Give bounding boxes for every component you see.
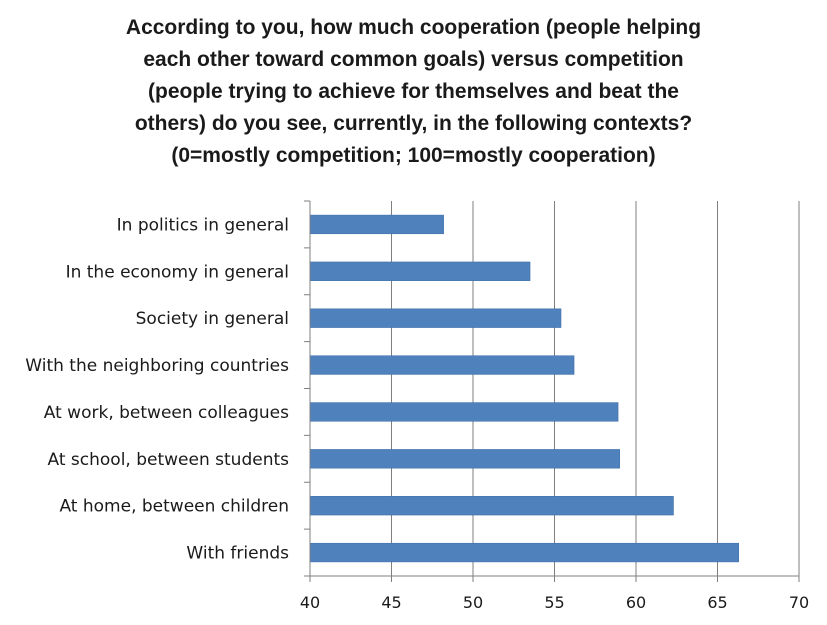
x-tick-label: 65 xyxy=(707,593,727,612)
x-tick-label: 55 xyxy=(544,593,564,612)
chart-title-line: each other toward common goals) versus c… xyxy=(143,48,684,71)
bar xyxy=(309,496,674,516)
chart-title-line: (people trying to achieve for themselves… xyxy=(148,80,679,103)
category-label: In the economy in general xyxy=(66,262,289,282)
chart-title-line: According to you, how much cooperation (… xyxy=(125,16,702,39)
bar xyxy=(309,308,562,328)
chart-title-line: (0=mostly competition; 100=mostly cooper… xyxy=(171,144,656,167)
category-label: With the neighboring countries xyxy=(25,356,289,376)
bar xyxy=(309,402,619,422)
x-tick-labels: 40 45 50 55 60 65 70 xyxy=(300,593,809,612)
x-tick-label: 60 xyxy=(626,593,646,612)
bar xyxy=(309,261,531,281)
category-labels: In politics in general In the economy in … xyxy=(25,215,289,563)
category-label: At home, between children xyxy=(59,497,289,517)
category-label: At work, between colleagues xyxy=(44,403,289,423)
x-tick-label: 50 xyxy=(463,593,483,612)
category-label: In politics in general xyxy=(117,215,289,235)
bar xyxy=(309,214,444,235)
bar xyxy=(309,355,575,375)
chart-title-line: others) do you see, currently, in the fo… xyxy=(134,112,693,135)
x-tick-label: 40 xyxy=(300,593,320,612)
x-tick-label: 45 xyxy=(381,593,401,612)
chart-title: According to you, how much cooperation (… xyxy=(60,12,767,172)
axes xyxy=(304,200,800,582)
bar xyxy=(309,449,620,469)
category-label: With friends xyxy=(186,544,289,564)
category-label: At school, between students xyxy=(48,450,290,470)
gridlines xyxy=(391,201,800,576)
bars xyxy=(309,214,739,563)
bar xyxy=(309,542,739,563)
x-tick-label: 70 xyxy=(789,593,809,612)
category-label: Society in general xyxy=(136,309,289,329)
